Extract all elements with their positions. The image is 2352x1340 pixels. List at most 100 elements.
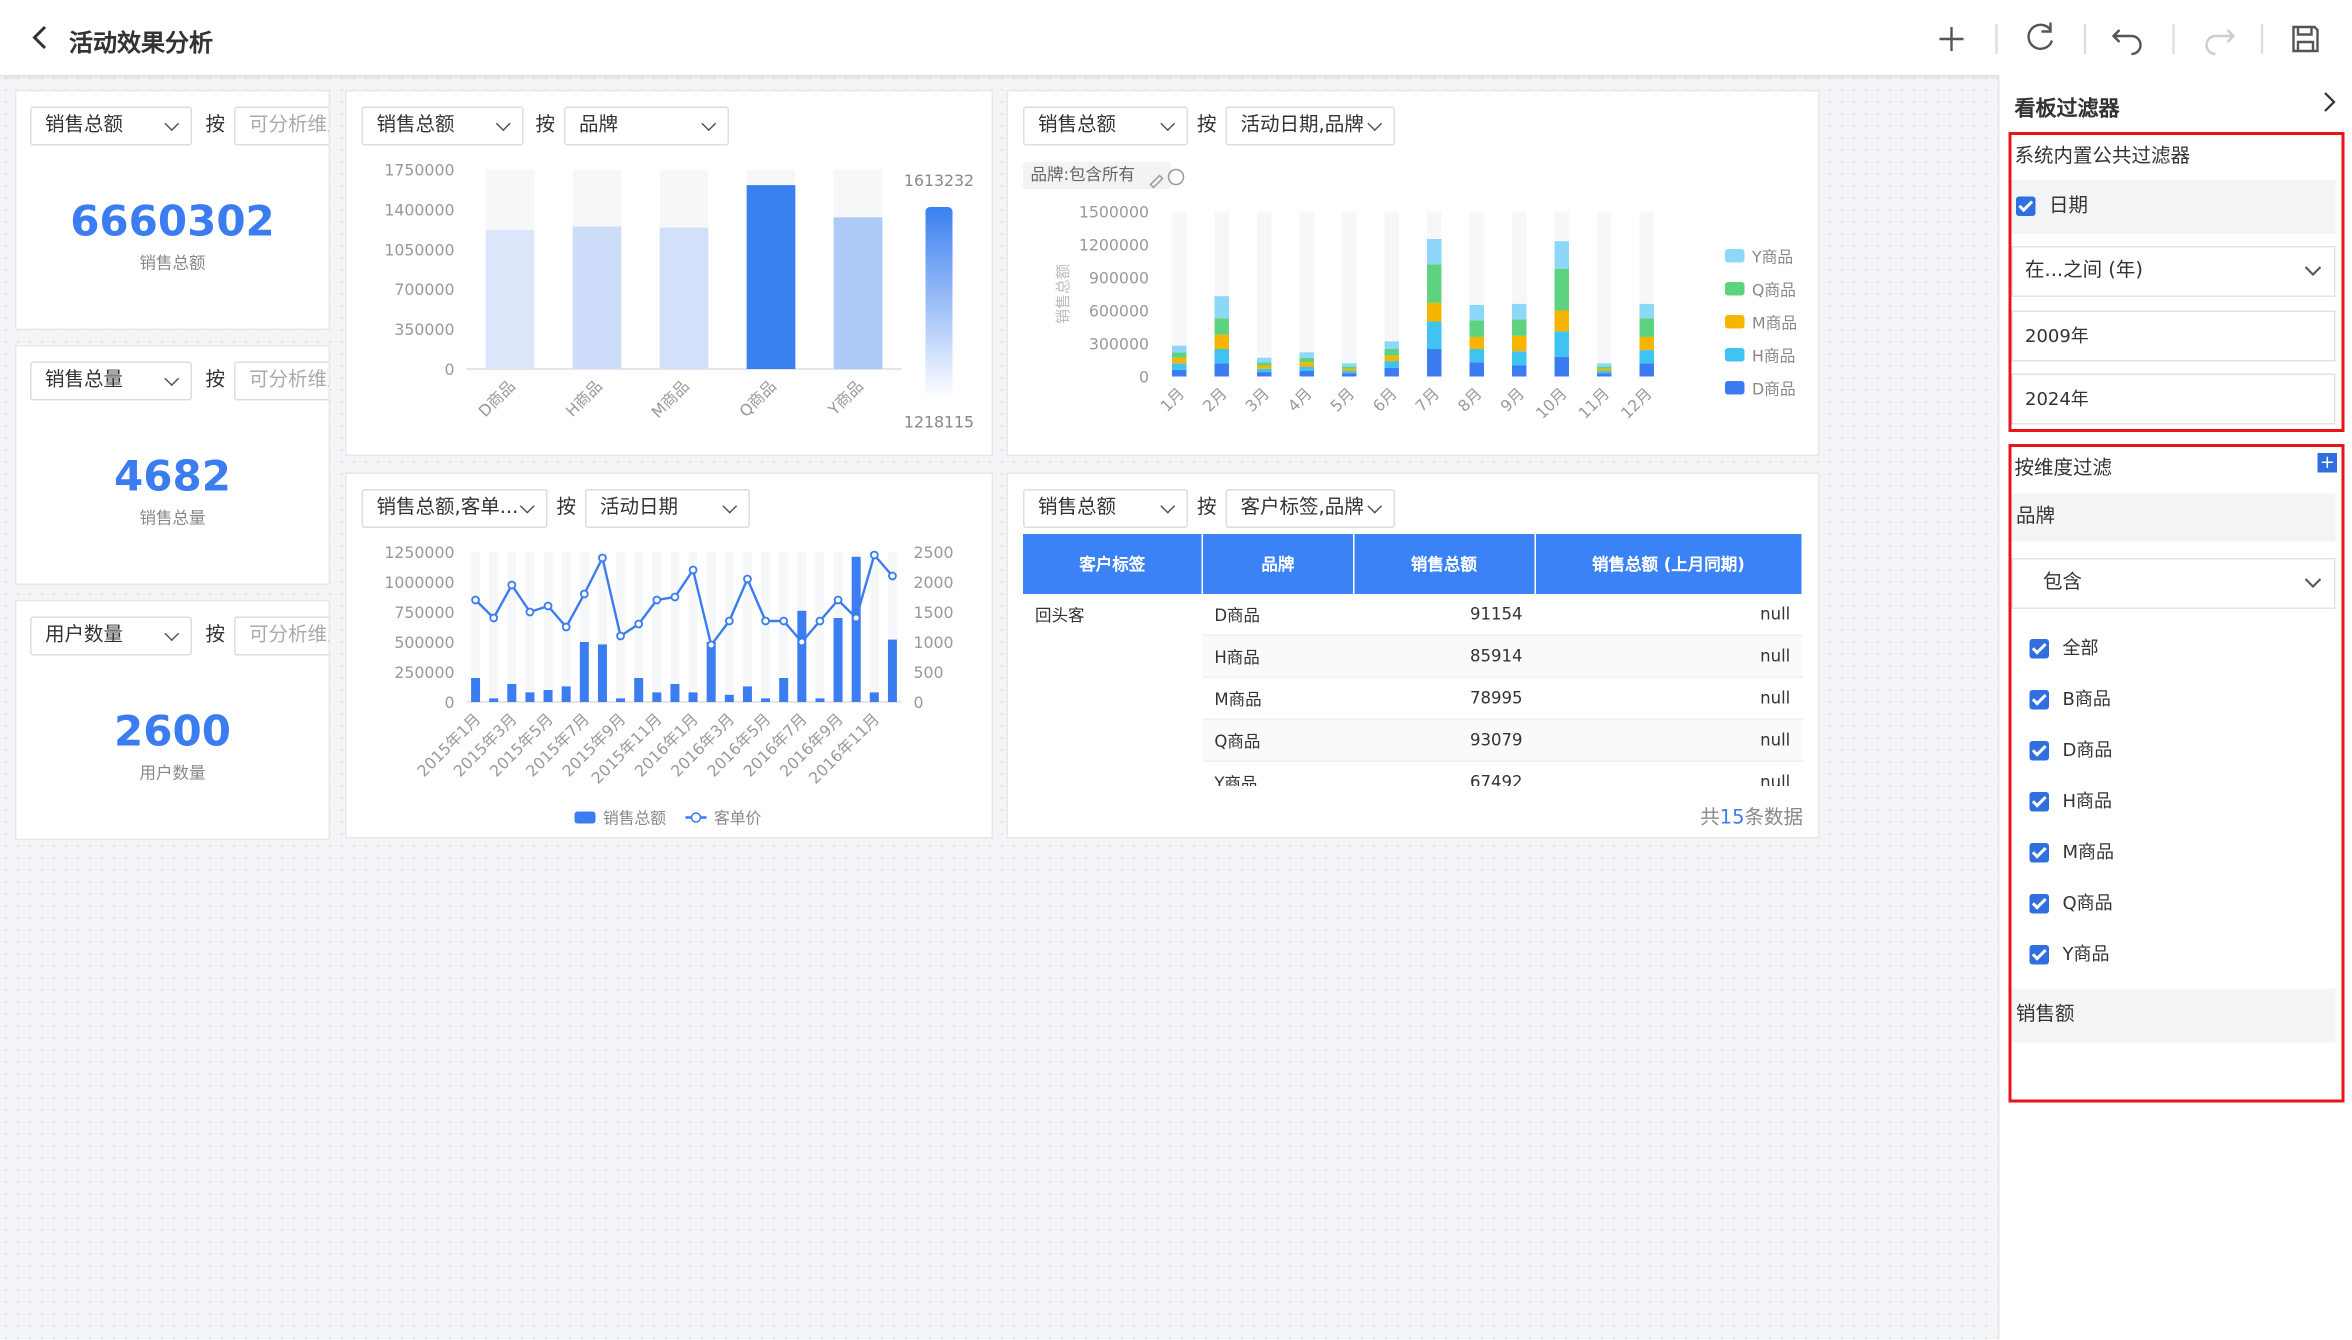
option-label: 全部 xyxy=(2062,637,2099,659)
bar-segment xyxy=(1299,371,1314,377)
bar-bg xyxy=(652,552,662,702)
tick-label: 0 xyxy=(444,360,454,379)
table-row: 回头客 D商品 91154 null xyxy=(1023,594,1803,786)
add-filter[interactable]: + xyxy=(2317,453,2337,473)
refresh-icon[interactable] xyxy=(2027,22,2054,50)
bar-segment xyxy=(1512,351,1527,366)
line-point xyxy=(724,616,734,626)
bar xyxy=(659,227,709,369)
x-tick-label: 2月 xyxy=(1199,384,1231,416)
tick-label: 1000 xyxy=(914,633,954,652)
bar-segment xyxy=(1342,368,1357,371)
bar-segment xyxy=(1512,319,1527,336)
dim-select[interactable]: 活动日期,品牌 xyxy=(1225,106,1395,146)
bar xyxy=(724,694,734,702)
bar xyxy=(471,678,481,702)
bar-segment xyxy=(1384,355,1399,362)
filter-option[interactable]: M商品 xyxy=(2029,840,2114,864)
legend-swatch xyxy=(1725,249,1745,263)
mode-text: 包含 xyxy=(2043,571,2083,595)
highlight-box xyxy=(2008,444,2345,1103)
save-icon[interactable] xyxy=(2292,25,2319,53)
legend-label: Y商品 xyxy=(1751,248,1793,267)
filter-tag[interactable]: 品牌:包含所有 xyxy=(1023,162,1172,189)
measure-select[interactable]: 销售总额 xyxy=(1023,489,1188,528)
date-field[interactable]: 日期 xyxy=(2011,180,2336,234)
measure-select[interactable]: 销售总量 xyxy=(30,361,192,401)
filter-option[interactable]: 全部 xyxy=(2029,636,2099,660)
dim-select[interactable]: 活动日期 xyxy=(585,489,750,528)
legend-point xyxy=(690,812,702,823)
line-point xyxy=(851,613,861,623)
bar-segment xyxy=(1469,336,1484,349)
bar-segment xyxy=(1384,349,1399,356)
bar-bg xyxy=(616,552,626,702)
combo-card: 销售总额,客单... 按 活动日期 0 250000 500000 750000 100… xyxy=(345,472,993,839)
line-point xyxy=(833,595,843,605)
bar xyxy=(616,698,626,702)
x-tick-label: 7月 xyxy=(1411,384,1443,416)
by-label: 按 xyxy=(205,369,226,392)
measure-select[interactable]: 销售总额 xyxy=(1023,106,1188,146)
dim-select[interactable]: 可分析维度 xyxy=(234,361,329,401)
bar-segment xyxy=(1469,320,1484,337)
mode-select[interactable]: 在...之间 (年) xyxy=(2011,246,2336,297)
dim-field[interactable]: 销售额 xyxy=(2011,988,2336,1043)
filter-option[interactable]: B商品 xyxy=(2029,687,2111,711)
measure-select[interactable]: 销售总额 xyxy=(361,106,524,146)
group-cell: 回头客 xyxy=(1023,594,1203,786)
undo-icon[interactable] xyxy=(2111,29,2142,56)
x-tick-label: 5月 xyxy=(1326,384,1358,416)
collapse-icon[interactable] xyxy=(2321,90,2339,114)
line-point xyxy=(815,616,825,626)
filter-option[interactable]: Y商品 xyxy=(2029,942,2110,966)
dim-field[interactable]: 品牌 xyxy=(2011,493,2336,542)
bar xyxy=(572,226,622,369)
total-count: 15 xyxy=(1719,807,1745,830)
data-table: 客户标签 品牌 销售总额 销售总额 (上月同期) 回头客 D商品 91154 null H商品 8… xyxy=(1023,534,1803,786)
dim-select[interactable]: 可分析维度 xyxy=(234,616,329,656)
bar-segment xyxy=(1427,239,1442,265)
redo-icon[interactable] xyxy=(2205,29,2236,56)
bar-bg xyxy=(471,552,481,702)
date-from[interactable]: 2009年 xyxy=(2011,310,2336,362)
dim-select[interactable]: 品牌 xyxy=(564,106,729,146)
back-icon[interactable] xyxy=(30,24,51,51)
bar xyxy=(652,692,662,702)
bar-bg xyxy=(869,552,879,702)
tick-label: 1200000 xyxy=(1079,236,1149,255)
add-icon[interactable] xyxy=(1939,27,1964,51)
x-tick-label: 4月 xyxy=(1284,384,1316,416)
dim-select[interactable]: 客户标签,品牌 xyxy=(1225,489,1395,528)
bar-segment xyxy=(1639,363,1654,377)
bar xyxy=(833,618,843,702)
bar-bg xyxy=(1172,211,1187,377)
mode-text: 在...之间 (年) xyxy=(2025,259,2144,283)
bar-segment xyxy=(1554,310,1569,332)
tick-label: 700000 xyxy=(394,280,454,299)
measure-select[interactable]: 销售总额,客单... xyxy=(361,489,548,528)
option-label: H商品 xyxy=(2062,790,2113,812)
filter-option[interactable]: Q商品 xyxy=(2029,891,2113,915)
bar-segment xyxy=(1427,349,1442,377)
dim-select[interactable]: 可分析维度 xyxy=(234,106,329,146)
table-row: Y商品 67492 null xyxy=(1023,761,1803,786)
bar xyxy=(815,698,825,702)
measure-select[interactable]: 销售总额 xyxy=(30,106,192,146)
bar xyxy=(485,230,535,369)
bar-segment xyxy=(1639,318,1654,337)
bar-segment xyxy=(1512,335,1527,352)
line-point xyxy=(579,589,589,599)
table-card: 销售总额 按 客户标签,品牌 客户标签 品牌 销售总额 销售总额 (上月同期) 回头客 D… xyxy=(1006,472,1820,839)
filter-option[interactable]: H商品 xyxy=(2029,789,2113,813)
line-point xyxy=(652,595,662,605)
mode-select[interactable]: 包含 xyxy=(2011,558,2336,609)
filter-option[interactable]: D商品 xyxy=(2029,738,2112,762)
panel-title: 看板过滤器 xyxy=(2014,97,2120,122)
measure-select[interactable]: 用户数量 xyxy=(30,616,192,656)
bar-segment xyxy=(1257,362,1272,366)
table-cell: M商品 xyxy=(1202,677,1354,720)
bar-segment xyxy=(1172,369,1187,377)
date-to[interactable]: 2024年 xyxy=(2011,373,2336,425)
